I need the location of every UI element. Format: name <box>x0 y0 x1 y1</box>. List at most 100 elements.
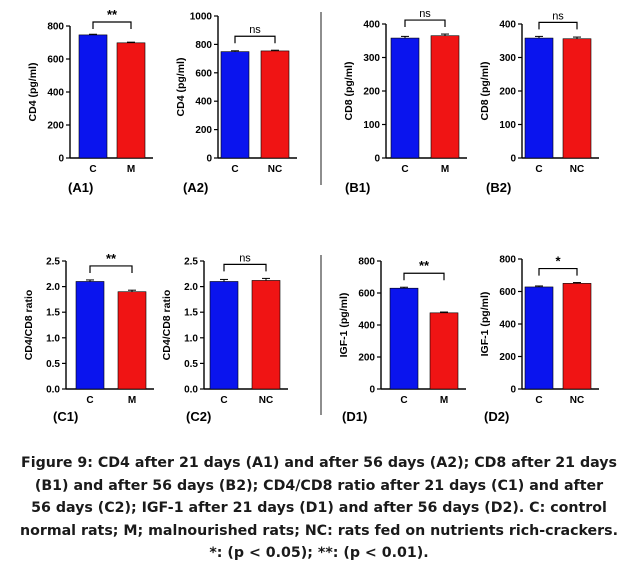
y-axis-label: IGF-1 (pg/ml) <box>479 292 491 357</box>
y-tick-label: 400 <box>499 320 516 331</box>
significance-bracket <box>234 35 276 44</box>
y-axis-label: IGF-1 (pg/ml) <box>338 293 350 358</box>
significance-bracket <box>92 21 132 29</box>
significance-label: ** <box>107 7 118 22</box>
y-tick-label: 800 <box>195 40 212 51</box>
y-tick-label: 600 <box>358 289 375 300</box>
x-tick-label: NC <box>259 395 273 406</box>
x-tick-label: C <box>220 395 227 406</box>
significance-label: ns <box>552 10 564 22</box>
bar-c <box>75 281 105 390</box>
significance-bracket <box>89 265 133 273</box>
chart-d1: 0 200 400 600 800 IGF-1 (pg/ml) C M ** (D1) <box>338 257 466 424</box>
y-tick-label: 2.0 <box>46 282 60 293</box>
y-axis-label: CD4 (pg/ml) <box>175 58 187 117</box>
y-axis-label: CD8 (pg/ml) <box>343 62 355 121</box>
bar-c <box>209 281 239 390</box>
x-tick-label: NC <box>570 164 584 175</box>
y-axis-label: CD8 (pg/ml) <box>479 62 491 121</box>
x-tick-label: M <box>441 164 449 175</box>
chart-a1: 0 200 400 600 800 CD4 (pg/ml) C M ** (A1) <box>27 7 153 195</box>
chart-a2: 0 200 400 600 800 1000 CD4 (pg/ml) C NC ns (A2) <box>175 12 297 195</box>
y-tick-label: 2.5 <box>46 257 60 268</box>
significance-bracket <box>538 267 578 276</box>
x-tick-label: M <box>127 164 135 175</box>
bar-nc <box>562 283 592 390</box>
x-tick-label: C <box>86 395 93 406</box>
significance-label: ** <box>106 251 117 266</box>
panel-label: (A1) <box>68 180 93 195</box>
chart-c2: 0.0 0.5 1.0 1.5 2.0 2.5 CD4/CD8 ratio C NC ns (C2) <box>161 252 288 424</box>
y-tick-label: 0 <box>510 385 516 396</box>
chart-d2: 0 200 400 600 800 IGF-1 (pg/ml) C NC * (D2) <box>479 254 599 424</box>
figure-caption: Figure 9: CD4 after 21 days (A1) and aft… <box>0 452 638 565</box>
y-tick-label: 0 <box>374 154 380 165</box>
y-tick-label: 0.0 <box>46 385 60 396</box>
x-tick-label: M <box>128 395 136 406</box>
y-tick-label: 1.5 <box>184 308 198 319</box>
y-tick-label: 0.0 <box>184 385 198 396</box>
bar-m <box>116 42 146 159</box>
x-tick-label: C <box>89 164 96 175</box>
x-tick-label: M <box>440 395 448 406</box>
significance-label: ns <box>249 24 261 36</box>
y-tick-label: 600 <box>195 68 212 79</box>
y-tick-label: 2.0 <box>184 282 198 293</box>
x-tick-label: NC <box>570 395 584 406</box>
y-tick-label: 400 <box>499 20 516 31</box>
bar-m <box>117 291 147 390</box>
x-tick-label: C <box>535 395 542 406</box>
bar-nc <box>251 280 281 390</box>
figure-panels: 0 200 400 600 800 CD4 (pg/ml) C M ** (A1) 0 200 400 6… <box>23 7 599 424</box>
y-tick-label: 0 <box>206 154 212 165</box>
y-axis-label: CD4 (pg/ml) <box>27 63 39 122</box>
bar-c <box>389 287 419 390</box>
y-tick-label: 200 <box>47 121 64 132</box>
y-tick-label: 0.5 <box>46 359 60 370</box>
panel-label: (A2) <box>183 180 208 195</box>
x-tick-label: C <box>400 395 407 406</box>
significance-label: ns <box>419 8 431 20</box>
y-tick-label: 400 <box>47 88 64 99</box>
y-tick-label: 200 <box>358 353 375 364</box>
panel-label: (B1) <box>345 180 370 195</box>
panel-label: (C2) <box>186 409 211 424</box>
bar-c <box>390 37 420 159</box>
y-tick-label: 300 <box>499 53 516 64</box>
x-tick-label: C <box>401 164 408 175</box>
y-tick-label: 2.5 <box>184 257 198 268</box>
panel-label: (D1) <box>342 409 367 424</box>
y-axis-label: CD4/CD8 ratio <box>161 290 173 361</box>
y-tick-label: 200 <box>363 87 380 98</box>
y-tick-label: 1.0 <box>46 333 60 344</box>
y-tick-label: 100 <box>363 120 380 131</box>
bar-nc <box>562 38 592 159</box>
caption-line-1: Figure 9: CD4 after 21 days (A1) and aft… <box>21 455 617 471</box>
caption-line-2: (B1) and after 56 days (B2); CD4/CD8 rat… <box>34 477 604 494</box>
bar-m <box>430 35 460 159</box>
x-tick-label: C <box>535 164 542 175</box>
y-tick-label: 300 <box>363 53 380 64</box>
y-tick-label: 800 <box>499 255 516 266</box>
y-tick-label: 800 <box>358 257 375 268</box>
significance-label: ** <box>419 258 430 273</box>
y-tick-label: 400 <box>363 20 380 31</box>
y-tick-label: 100 <box>499 120 516 131</box>
bar-c <box>220 51 250 159</box>
chart-b2: 0 100 200 300 400 CD8 (pg/ml) C NC ns (B2) <box>479 10 599 195</box>
y-tick-label: 0 <box>58 154 64 165</box>
y-tick-label: 200 <box>499 87 516 98</box>
y-tick-label: 200 <box>499 352 516 363</box>
y-tick-label: 400 <box>358 321 375 332</box>
x-tick-label: C <box>231 164 238 175</box>
y-tick-label: 1000 <box>190 12 213 23</box>
caption-line-5: *: (p < 0.05); **: (p < 0.01). <box>209 545 429 561</box>
bar-c <box>78 34 108 159</box>
y-tick-label: 200 <box>195 125 212 136</box>
chart-b1: 0 100 200 300 400 CD8 (pg/ml) C Mns (B1) <box>343 8 467 195</box>
bar-m <box>429 312 459 390</box>
bar-c <box>524 37 554 159</box>
significance-label: * <box>555 254 561 269</box>
bar-nc <box>260 50 290 159</box>
panel-label: (C1) <box>53 409 78 424</box>
